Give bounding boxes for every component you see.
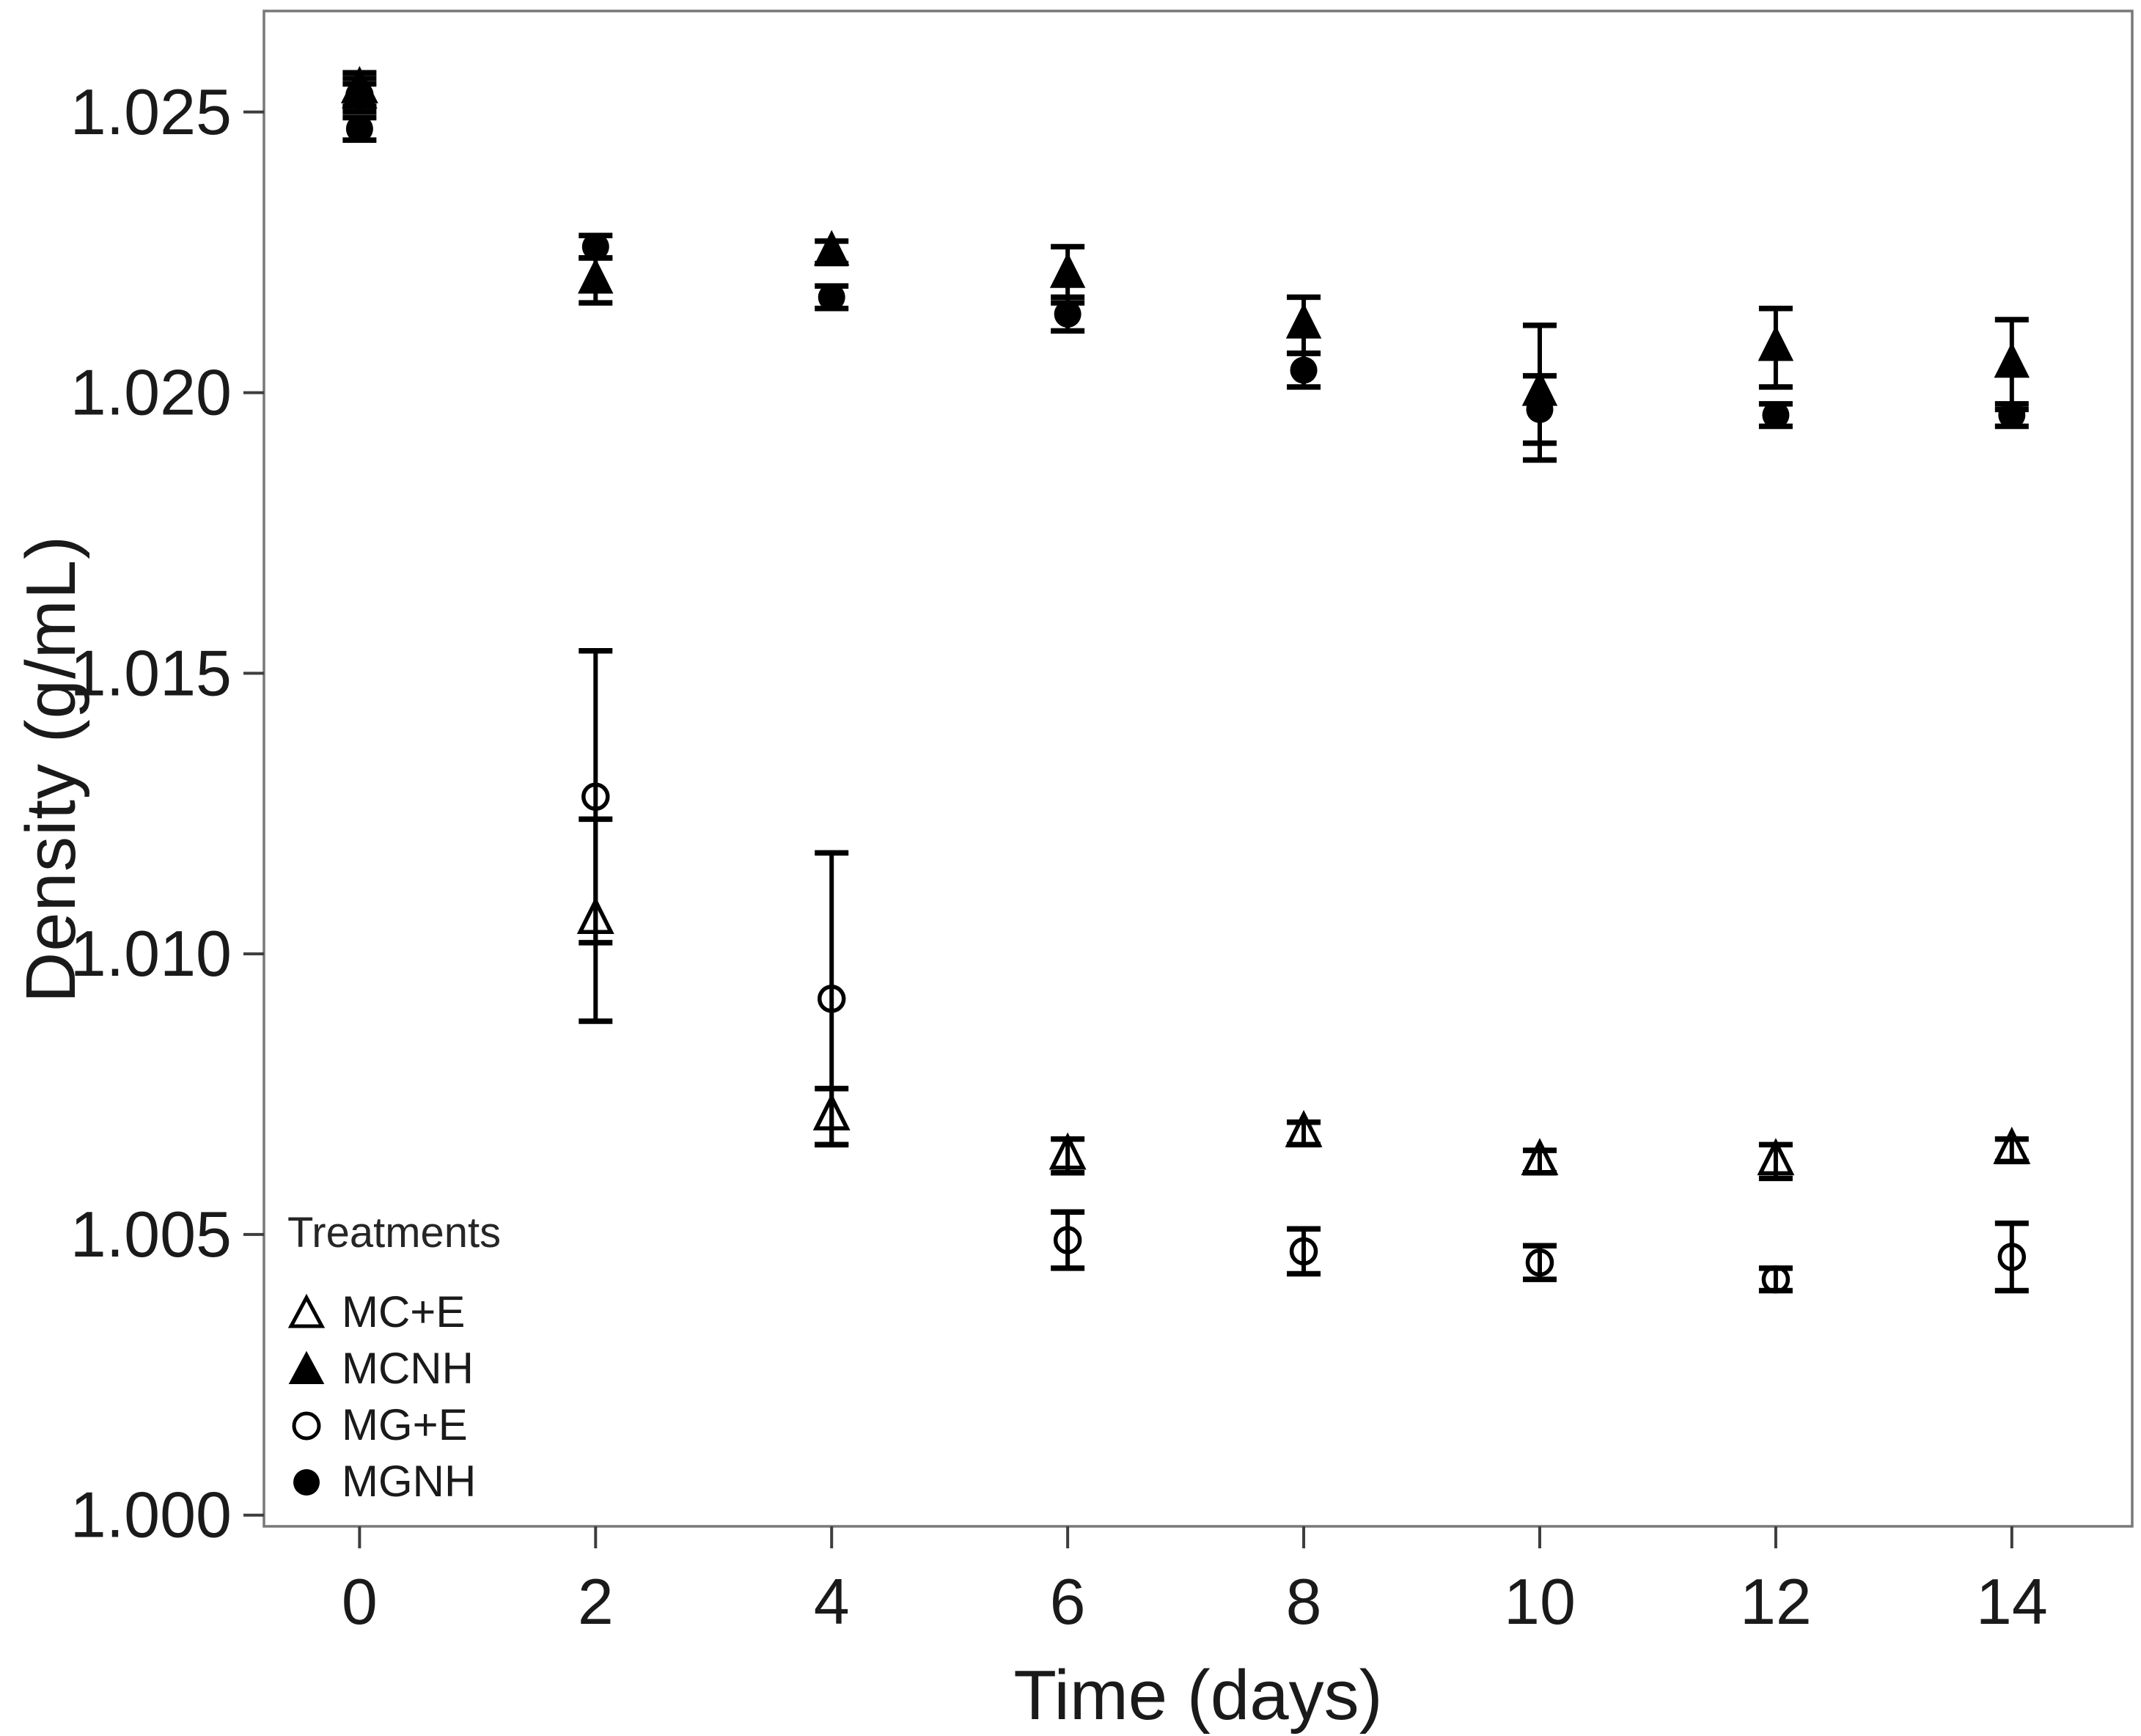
data-point-filled-circle	[1290, 356, 1318, 384]
x-tick-label: 12	[1740, 1565, 1812, 1638]
y-tick-label: 1.025	[70, 76, 232, 148]
legend-item-label: MC+E	[342, 1287, 466, 1336]
data-point-open-circle	[1525, 1248, 1554, 1277]
x-tick-label: 2	[578, 1565, 614, 1638]
data-point-open-circle	[817, 985, 846, 1013]
y-axis-title: Density (g/mL)	[12, 534, 90, 1004]
data-point-open-triangle	[1285, 1109, 1323, 1147]
x-tick-label: 0	[342, 1565, 378, 1638]
legend-item-label: MGNH	[342, 1457, 477, 1506]
data-point-filled-triangle	[1758, 325, 1794, 361]
y-tick-label: 1.020	[70, 356, 232, 429]
data-point-open-triangle	[1757, 1138, 1795, 1176]
y-tick-label: 1.005	[70, 1198, 232, 1270]
data-point-open-circle	[1053, 1226, 1082, 1254]
legend: Treatments MC+E MCNH MG+E MGNH	[287, 1208, 501, 1509]
x-tick-label: 4	[814, 1565, 850, 1638]
y-tick-label: 1.015	[70, 636, 232, 709]
y-tick-label: 1.010	[70, 917, 232, 990]
legend-item-mce: MC+E	[287, 1284, 501, 1340]
y-tick-label: 1.000	[70, 1479, 232, 1551]
plot-border	[262, 10, 2134, 1528]
data-point-filled-triangle	[578, 257, 614, 294]
legend-item-mgnh: MGNH	[287, 1453, 501, 1509]
x-tick-label: 10	[1504, 1565, 1576, 1638]
data-point-filled-circle	[818, 283, 845, 311]
legend-item-label: MCNH	[342, 1344, 474, 1393]
data-point-open-circle	[1289, 1237, 1318, 1266]
open-triangle-icon	[287, 1293, 326, 1328]
x-tick-label: 8	[1286, 1565, 1322, 1638]
x-tick-label: 14	[1976, 1565, 2048, 1638]
filled-triangle-icon	[288, 1350, 325, 1384]
x-axis-title: Time (days)	[1013, 1656, 1383, 1735]
data-point-open-triangle	[812, 1092, 851, 1130]
filled-circle-icon	[293, 1468, 320, 1496]
legend-item-mge: MG+E	[287, 1397, 501, 1453]
legend-item-mcnh: MCNH	[287, 1340, 501, 1397]
data-point-open-circle	[1997, 1243, 2027, 1271]
data-point-open-circle	[1761, 1265, 1791, 1294]
legend-title: Treatments	[287, 1209, 502, 1257]
data-point-filled-circle	[1054, 300, 1081, 328]
data-point-filled-triangle	[1049, 252, 1086, 288]
data-point-filled-circle	[1998, 401, 2026, 429]
data-point-filled-circle	[1526, 396, 1554, 424]
data-point-open-circle	[345, 81, 374, 110]
data-point-open-triangle	[576, 897, 614, 934]
data-point-filled-circle	[345, 115, 373, 143]
legend-item-label: MG+E	[342, 1400, 468, 1449]
data-point-open-triangle	[1993, 1126, 2031, 1164]
data-point-filled-triangle	[813, 229, 850, 266]
x-tick-label: 6	[1050, 1565, 1086, 1638]
data-point-filled-circle	[581, 233, 609, 261]
data-point-open-triangle	[1521, 1138, 1559, 1176]
data-point-open-circle	[581, 782, 610, 812]
data-point-filled-circle	[1762, 401, 1790, 429]
data-point-filled-triangle	[1285, 303, 1322, 339]
data-point-filled-triangle	[1994, 342, 2030, 378]
data-point-open-triangle	[1049, 1132, 1087, 1170]
open-circle-icon	[292, 1411, 321, 1440]
